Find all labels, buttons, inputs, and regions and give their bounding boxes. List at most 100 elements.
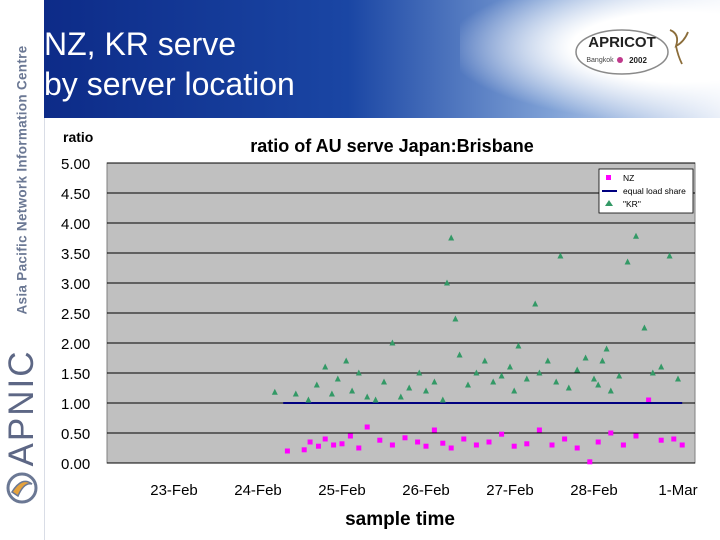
nz-point xyxy=(473,442,479,448)
badge-title: APRICOT xyxy=(588,34,656,51)
nz-point xyxy=(389,442,395,448)
kr-point xyxy=(574,366,581,373)
nz-point xyxy=(536,427,542,433)
kr-point xyxy=(599,357,606,364)
nz-point xyxy=(658,437,664,443)
y-tick-label: 1.00 xyxy=(61,396,90,413)
nz-point xyxy=(671,436,677,442)
kr-point xyxy=(452,315,459,322)
nz-point xyxy=(461,436,467,442)
y-tick-label: 3.50 xyxy=(61,246,90,263)
kr-point xyxy=(349,387,356,394)
kr-point xyxy=(381,378,387,385)
y-tick-label: 5.00 xyxy=(61,156,90,173)
slide-title: NZ, KR serve by server location xyxy=(44,24,295,104)
y-axis-label: ratio xyxy=(63,129,93,145)
kr-point xyxy=(416,369,423,376)
kr-point xyxy=(616,372,623,379)
nz-point xyxy=(574,445,580,451)
nz-point xyxy=(339,441,345,447)
kr-point xyxy=(523,375,530,382)
kr-point xyxy=(624,258,631,265)
x-tick-label: 24-Feb xyxy=(234,482,282,499)
nz-point xyxy=(402,435,408,441)
kr-point xyxy=(271,388,278,395)
y-tick-label: 3.00 xyxy=(61,276,90,293)
kr-point xyxy=(292,390,299,397)
apnic-wordmark: APNIC xyxy=(2,349,41,467)
scatter-chart: ratio ratio of AU serve Japan:Brisbane s… xyxy=(57,118,720,540)
kr-point xyxy=(473,369,480,376)
chart-area: ratio ratio of AU serve Japan:Brisbane s… xyxy=(57,118,720,540)
nz-point xyxy=(499,431,505,437)
nz-point xyxy=(633,433,639,439)
kr-point xyxy=(553,378,560,385)
x-tick-label: 25-Feb xyxy=(318,482,366,499)
kr-point xyxy=(490,378,497,385)
legend-label: equal load share xyxy=(623,186,686,196)
kr-point xyxy=(544,357,551,364)
kr-point xyxy=(343,357,350,364)
nz-point xyxy=(307,439,313,445)
kr-point xyxy=(423,387,429,394)
kr-point xyxy=(444,279,450,286)
kr-point xyxy=(607,387,614,394)
kr-point xyxy=(649,369,656,376)
nz-point xyxy=(415,439,421,445)
x-axis-label: sample time xyxy=(345,509,455,530)
nz-point xyxy=(423,443,429,449)
nz-point xyxy=(347,433,353,439)
kr-point xyxy=(439,396,446,403)
nz-point xyxy=(364,424,370,430)
kr-point xyxy=(532,300,539,307)
kr-point xyxy=(565,384,572,391)
y-tick-label: 4.00 xyxy=(61,216,90,233)
kr-point xyxy=(313,381,320,388)
nz-point xyxy=(331,442,337,448)
kr-point xyxy=(448,234,455,241)
legend-label: NZ xyxy=(623,173,634,183)
nz-point xyxy=(448,445,454,451)
kr-point xyxy=(498,372,505,379)
x-tick-label: 28-Feb xyxy=(570,482,618,499)
kr-point xyxy=(322,363,329,370)
kr-point xyxy=(658,363,665,370)
title-line-1: NZ, KR serve xyxy=(44,26,237,62)
nz-point xyxy=(377,437,383,443)
nz-point xyxy=(315,443,321,449)
nz-point xyxy=(620,442,626,448)
kr-point xyxy=(582,354,589,361)
kr-point xyxy=(372,396,379,403)
x-tick-label: 27-Feb xyxy=(486,482,534,499)
flower-icon xyxy=(617,57,623,63)
nz-point xyxy=(356,445,362,451)
apnic-logo-icon xyxy=(6,472,38,504)
kr-point xyxy=(666,252,673,259)
kr-point xyxy=(406,384,413,391)
nz-point xyxy=(440,440,446,446)
x-tick-label: 23-Feb xyxy=(150,482,198,499)
kr-point xyxy=(364,393,371,400)
legend-kr-marker xyxy=(605,200,613,206)
y-tick-label: 2.00 xyxy=(61,336,90,353)
kr-point xyxy=(641,324,648,331)
kr-point xyxy=(305,396,312,403)
nz-point xyxy=(322,436,328,442)
badge-year: 2002 xyxy=(629,56,647,65)
y-tick-label: 4.50 xyxy=(61,186,90,203)
y-tick-label: 0.50 xyxy=(61,426,90,443)
branch-icon xyxy=(669,29,689,65)
kr-point xyxy=(431,378,438,385)
kr-point xyxy=(557,252,564,259)
kr-point xyxy=(675,375,681,382)
org-name: Asia Pacific Network Information Centre xyxy=(14,45,30,315)
nz-point xyxy=(431,427,437,433)
kr-point xyxy=(334,375,341,382)
legend-label: "KR" xyxy=(623,199,641,209)
kr-point xyxy=(515,342,522,349)
kr-point xyxy=(507,363,513,370)
apricot-badge: APRICOT Bangkok 2002 xyxy=(575,29,689,75)
nz-point xyxy=(524,441,530,447)
kr-point xyxy=(603,345,610,352)
nz-point xyxy=(486,439,492,445)
